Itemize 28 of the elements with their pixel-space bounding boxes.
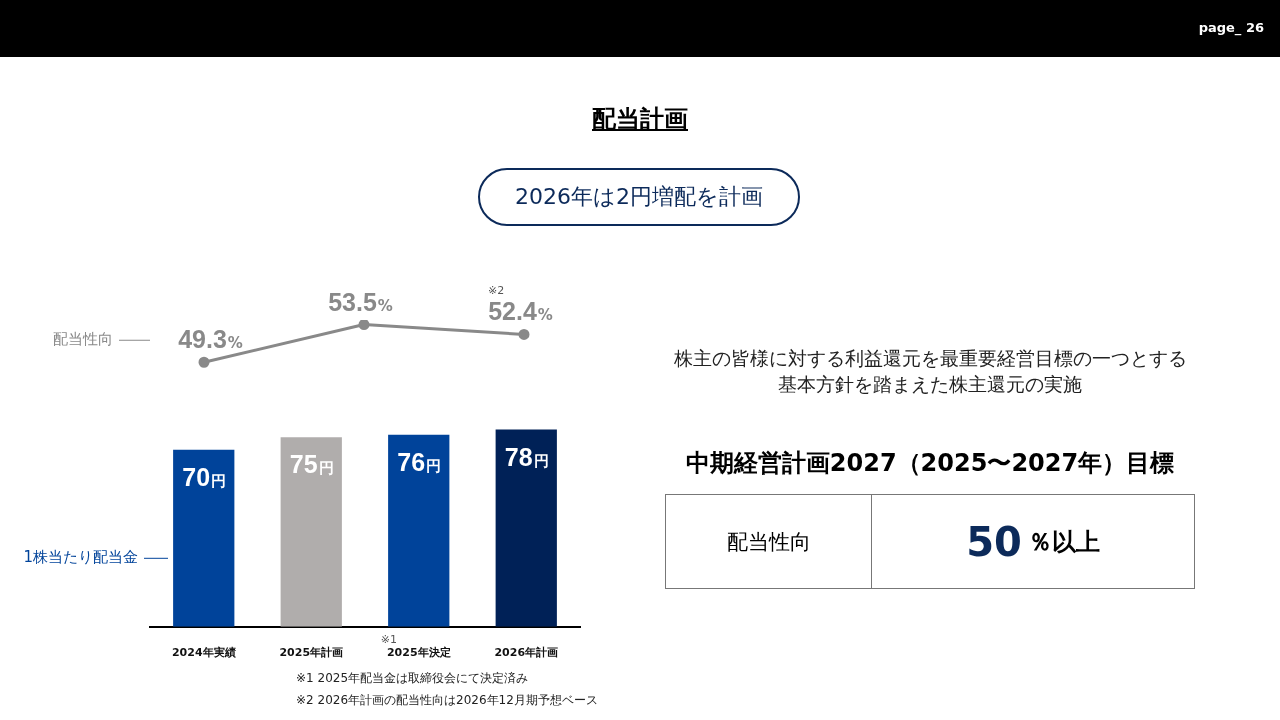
- text: ※1: [380, 632, 397, 646]
- text: 配当性向: [666, 495, 872, 588]
- legend-label: 1株当たり配当金: [23, 548, 138, 567]
- text: page_ 26: [1198, 20, 1264, 35]
- data-label: 52.4%: [488, 297, 553, 326]
- x-tick-label: 2024年実績: [171, 646, 236, 660]
- text: ※1 2025年配当金は取締役会にて決定済み: [296, 670, 529, 687]
- bar: [388, 434, 450, 627]
- bar: [280, 437, 342, 627]
- bar: [495, 429, 557, 627]
- legend-label: 配当性向: [53, 330, 113, 349]
- data-label: 76円: [397, 447, 442, 476]
- text: 株主の皆様に対する利益還元を最重要経営目標の一つとする基本方針を踏まえた株主還元の実施: [672, 346, 1188, 397]
- x-tick-label: 2026年計画: [494, 646, 559, 660]
- data-label: 70円: [182, 462, 227, 491]
- data-label: 78円: [504, 442, 549, 471]
- x-tick-label: 2025年計画: [279, 646, 344, 660]
- text: 中期経営計画2027（2025〜2027年）目標: [684, 448, 1176, 479]
- bar: [173, 449, 235, 627]
- data-label: 75円: [289, 450, 334, 479]
- data-label: 53.5%: [328, 287, 393, 316]
- text: ※2: [488, 284, 505, 298]
- data-label: 49.3%: [178, 325, 243, 354]
- text: ※2 2026年計画の配当性向は2026年12月期予想ベース: [296, 692, 598, 709]
- x-tick-label: 2025年決定: [386, 646, 451, 660]
- text: 50％以上: [965, 517, 1101, 567]
- chart-title: 配当計画: [591, 104, 689, 135]
- chart-subtitle: 2026年は2円増配を計画: [478, 168, 800, 226]
